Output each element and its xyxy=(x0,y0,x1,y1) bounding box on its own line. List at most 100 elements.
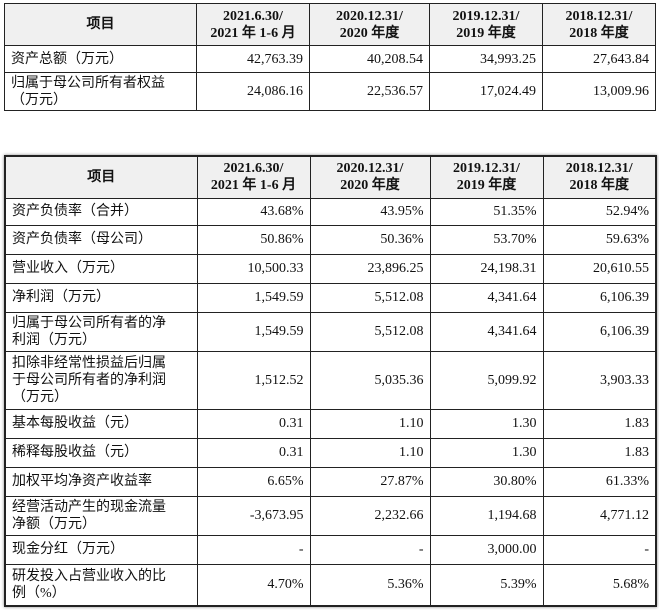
value-cell: 61.33% xyxy=(542,466,657,497)
header-cell: 2019.12.31/ 2019 年度 xyxy=(429,155,544,199)
value-cell: 1,512.52 xyxy=(196,350,311,410)
row-label: 营业收入（万元） xyxy=(4,253,198,284)
value-cell: 43.95% xyxy=(309,197,431,226)
value-cell: 6,106.39 xyxy=(542,311,657,352)
value-cell: 4.70% xyxy=(196,563,311,607)
header-row: 项目 2021.6.30/ 2021 年 1-6 月 2020.12.31/ 202… xyxy=(4,155,657,199)
table-block: 项目 2021.6.30/ 2021 年 1-6 月 2020.12.31/ 202… xyxy=(4,155,657,607)
value-cell: 3,000.00 xyxy=(429,534,544,565)
value-cell: 52.94% xyxy=(542,197,657,226)
value-cell: 5,512.08 xyxy=(309,282,431,313)
table-row: 营业收入（万元） 10,500.33 23,896.25 24,198.31 20,61… xyxy=(4,253,657,284)
header-cell: 2021.6.30/ 2021 年 1-6 月 xyxy=(196,3,310,46)
header-row: 项目 2021.6.30/ 2021 年 1-6 月 2020.12.31/ 202… xyxy=(4,3,656,46)
data-table: 项目 2021.6.30/ 2021 年 1-6 月 2020.12.31/ 202… xyxy=(4,155,657,607)
value-cell: 5,512.08 xyxy=(309,311,431,352)
table-row: 归属于母公司所有者权益 （万元） 24,086.16 22,536.57 17,024… xyxy=(4,72,656,111)
value-cell: 1.30 xyxy=(429,408,544,439)
value-cell: 10,500.33 xyxy=(196,253,311,284)
table-row: 经营活动产生的现金流量 净额（万元） -3,673.95 2,232.66 1,194… xyxy=(4,495,657,536)
table-block: 项目 2021.6.30/ 2021 年 1-6 月 2020.12.31/ 202… xyxy=(4,3,656,111)
value-cell: 1.10 xyxy=(309,437,431,468)
header-cell: 项目 xyxy=(4,3,197,46)
value-cell: 20,610.55 xyxy=(542,253,657,284)
value-cell: 5.68% xyxy=(542,563,657,607)
value-cell: 23,896.25 xyxy=(309,253,431,284)
value-cell: 42,763.39 xyxy=(196,45,310,73)
value-cell: 22,536.57 xyxy=(309,72,430,111)
value-cell: - xyxy=(196,534,311,565)
header-cell: 2018.12.31/ 2018 年度 xyxy=(542,155,657,199)
table-row: 归属于母公司所有者的净 利润（万元） 1,549.59 5,512.08 4,341.… xyxy=(4,311,657,352)
value-cell: 2,232.66 xyxy=(309,495,431,536)
row-label: 资产负债率（合并） xyxy=(4,197,198,226)
table-row: 资产总额（万元） 42,763.39 40,208.54 34,993.25 27,64… xyxy=(4,45,656,73)
value-cell: 1.83 xyxy=(542,408,657,439)
value-cell: 0.31 xyxy=(196,437,311,468)
value-cell: 43.68% xyxy=(196,197,311,226)
value-cell: 6.65% xyxy=(196,466,311,497)
value-cell: 5,099.92 xyxy=(429,350,544,410)
table-row: 基本每股收益（元） 0.31 1.10 1.30 1.83 xyxy=(4,408,657,439)
value-cell: 4,771.12 xyxy=(542,495,657,536)
value-cell: 34,993.25 xyxy=(429,45,543,73)
row-label: 资产负债率（母公司） xyxy=(4,224,198,255)
value-cell: 0.31 xyxy=(196,408,311,439)
row-label: 扣除非经常性损益后归属 于母公司所有者的净利润 （万元） xyxy=(4,350,198,410)
header-cell: 2019.12.31/ 2019 年度 xyxy=(429,3,543,46)
value-cell: 13,009.96 xyxy=(542,72,656,111)
value-cell: 6,106.39 xyxy=(542,282,657,313)
value-cell: 51.35% xyxy=(429,197,544,226)
row-label: 资产总额（万元） xyxy=(4,45,197,73)
value-cell: 1.30 xyxy=(429,437,544,468)
value-cell: 5,035.36 xyxy=(309,350,431,410)
header-cell: 2020.12.31/ 2020 年度 xyxy=(309,3,430,46)
value-cell: 4,341.64 xyxy=(429,311,544,352)
data-table: 项目 2021.6.30/ 2021 年 1-6 月 2020.12.31/ 202… xyxy=(4,3,656,111)
value-cell: -3,673.95 xyxy=(196,495,311,536)
value-cell: 4,341.64 xyxy=(429,282,544,313)
value-cell: 5.39% xyxy=(429,563,544,607)
row-label: 归属于母公司所有者的净 利润（万元） xyxy=(4,311,198,352)
table-row: 资产负债率（母公司） 50.86% 50.36% 53.70% 59.63% xyxy=(4,224,657,255)
header-cell: 2021.6.30/ 2021 年 1-6 月 xyxy=(196,155,311,199)
row-label: 现金分红（万元） xyxy=(4,534,198,565)
table-row: 加权平均净资产收益率 6.65% 27.87% 30.80% 61.33% xyxy=(4,466,657,497)
table-row: 现金分红（万元） - -3,000.00- xyxy=(4,534,657,565)
row-label: 研发投入占营业收入的比 例（%） xyxy=(4,563,198,607)
value-cell: 1,194.68 xyxy=(429,495,544,536)
value-cell: 1,549.59 xyxy=(196,311,311,352)
value-cell: 24,086.16 xyxy=(196,72,310,111)
value-cell: 1.83 xyxy=(542,437,657,468)
value-cell: 1,549.59 xyxy=(196,282,311,313)
header-cell: 项目 xyxy=(4,155,198,199)
value-cell: 17,024.49 xyxy=(429,72,543,111)
table-row: 净利润（万元） 1,549.59 5,512.08 4,341.64 6,106.39 xyxy=(4,282,657,313)
row-label: 净利润（万元） xyxy=(4,282,198,313)
value-cell: 27.87% xyxy=(309,466,431,497)
row-label: 基本每股收益（元） xyxy=(4,408,198,439)
value-cell: 3,903.33 xyxy=(542,350,657,410)
value-cell: 40,208.54 xyxy=(309,45,430,73)
value-cell: 1.10 xyxy=(309,408,431,439)
header-cell: 2018.12.31/ 2018 年度 xyxy=(542,3,656,46)
row-label: 归属于母公司所有者权益 （万元） xyxy=(4,72,197,111)
value-cell: - xyxy=(309,534,431,565)
table-row: 研发投入占营业收入的比 例（%） 4.70% 5.36% 5.39% 5.68% xyxy=(4,563,657,607)
value-cell: 53.70% xyxy=(429,224,544,255)
value-cell: 50.36% xyxy=(309,224,431,255)
value-cell: 5.36% xyxy=(309,563,431,607)
table-row: 稀释每股收益（元） 0.31 1.10 1.30 1.83 xyxy=(4,437,657,468)
row-label: 稀释每股收益（元） xyxy=(4,437,198,468)
header-cell: 2020.12.31/ 2020 年度 xyxy=(309,155,431,199)
row-label: 经营活动产生的现金流量 净额（万元） xyxy=(4,495,198,536)
table-row: 扣除非经常性损益后归属 于母公司所有者的净利润 （万元） 1,512.52 5,03… xyxy=(4,350,657,410)
table-row: 资产负债率（合并） 43.68% 43.95% 51.35% 52.94% xyxy=(4,197,657,226)
value-cell: 24,198.31 xyxy=(429,253,544,284)
value-cell: - xyxy=(542,534,657,565)
row-label: 加权平均净资产收益率 xyxy=(4,466,198,497)
value-cell: 27,643.84 xyxy=(542,45,656,73)
value-cell: 50.86% xyxy=(196,224,311,255)
value-cell: 30.80% xyxy=(429,466,544,497)
